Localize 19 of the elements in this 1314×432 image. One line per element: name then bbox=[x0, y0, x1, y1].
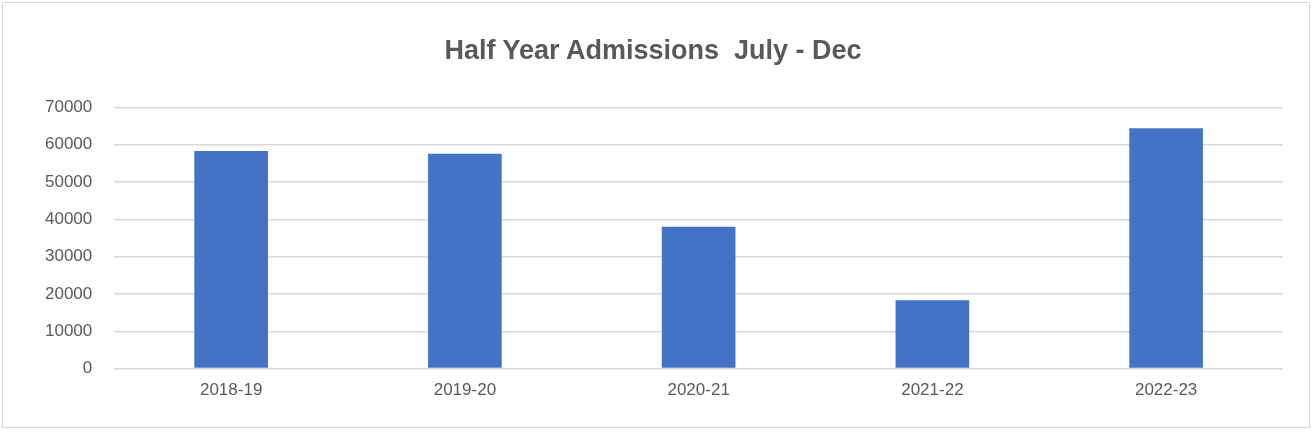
x-tick-label: 2020-21 bbox=[667, 380, 730, 400]
bar bbox=[661, 226, 736, 368]
y-tick-label: 50000 bbox=[44, 171, 93, 191]
x-tick-label: 2018-19 bbox=[199, 380, 263, 400]
bar bbox=[895, 300, 970, 368]
y-tick-label: 40000 bbox=[44, 209, 93, 229]
chart-title: Half Year Admissions July - Dec bbox=[444, 34, 862, 65]
x-tick-label: 2021-22 bbox=[901, 380, 964, 400]
x-tick-label: 2019-20 bbox=[433, 380, 497, 400]
y-tick-label: 60000 bbox=[44, 134, 93, 154]
bar bbox=[428, 153, 502, 368]
x-tick-label: 2022-23 bbox=[1134, 380, 1198, 400]
y-tick-label: 70000 bbox=[44, 97, 93, 117]
y-tick-label: 30000 bbox=[44, 246, 93, 266]
y-tick-label: 0 bbox=[82, 358, 93, 378]
bar bbox=[194, 151, 268, 368]
y-tick-label: 10000 bbox=[44, 320, 93, 340]
bar bbox=[1129, 128, 1203, 368]
y-tick-label: 20000 bbox=[44, 283, 93, 303]
